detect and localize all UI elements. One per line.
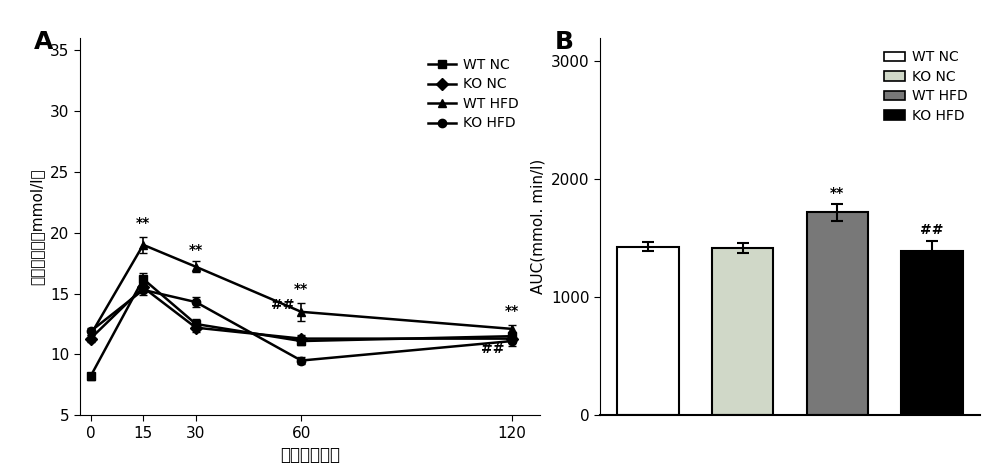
Legend: WT NC, KO NC, WT HFD, KO HFD: WT NC, KO NC, WT HFD, KO HFD	[878, 45, 973, 128]
Bar	[617, 246, 679, 415]
Text: ##: ##	[271, 298, 294, 312]
Bar	[712, 248, 773, 415]
X-axis label: 时间（分钟）: 时间（分钟）	[280, 447, 340, 464]
Text: **: **	[189, 243, 203, 257]
Legend: WT NC, KO NC, WT HFD, KO HFD: WT NC, KO NC, WT HFD, KO HFD	[422, 52, 524, 136]
Text: B: B	[554, 30, 573, 54]
Text: **: **	[136, 216, 150, 230]
Text: A: A	[34, 30, 53, 54]
Text: **: **	[505, 304, 519, 318]
Text: ##: ##	[481, 342, 505, 356]
Y-axis label: AUC(mmol. min/l): AUC(mmol. min/l)	[530, 159, 545, 294]
Bar	[901, 251, 963, 415]
Text: **: **	[294, 282, 308, 296]
Y-axis label: 葡萄糖耐量（mmol/l）: 葡萄糖耐量（mmol/l）	[30, 168, 45, 285]
Text: **: **	[830, 186, 844, 200]
Bar	[807, 212, 868, 415]
Text: ##: ##	[920, 223, 944, 236]
